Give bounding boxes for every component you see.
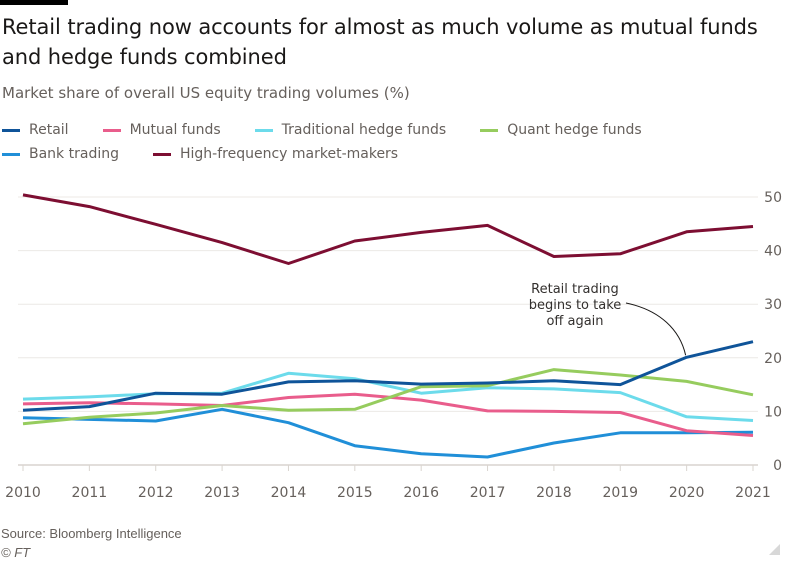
- legend-swatch-quant-hedge-funds: [480, 128, 499, 132]
- annotation-connector: [625, 302, 687, 356]
- legend-swatch-traditional-hedge-funds: [254, 128, 273, 132]
- legend-item-quant-hedge-funds: Quant hedge funds: [480, 122, 642, 138]
- legend-label-high-frequency-market-makers: High-frequency market-makers: [179, 146, 399, 162]
- y-tick-label: 10: [764, 404, 782, 420]
- y-axis: 0 10 20 30 40 50: [764, 190, 782, 474]
- legend-item-bank-trading: Bank trading: [2, 146, 119, 162]
- x-tick-label: 2021: [735, 485, 771, 501]
- resize-handle-icon[interactable]: [769, 544, 780, 555]
- legend-item-traditional-hedge-funds: Traditional hedge funds: [254, 122, 447, 138]
- x-tick-label: 2016: [403, 485, 439, 501]
- series-line-bank-trading: [22, 407, 754, 459]
- legend-label-bank-trading: Bank trading: [29, 146, 119, 162]
- x-tick-label: 2019: [602, 485, 638, 501]
- x-tick-label: 2014: [271, 485, 307, 501]
- x-axis: 2010 2011 2012 2013 2014 2015 2016 2017 2018 2019…: [5, 465, 771, 501]
- chart-subtitle: Market share of overall US equity tradin…: [2, 84, 410, 102]
- legend-label-mutual-funds: Mutual funds: [129, 122, 221, 138]
- y-tick-label: 30: [764, 297, 782, 313]
- y-tick-label: 20: [764, 351, 782, 367]
- y-tick-label: 40: [764, 244, 782, 260]
- x-tick-label: 2012: [138, 485, 174, 501]
- series-line-high-frequency-market-makers: [22, 193, 754, 265]
- brand-bar: [0, 0, 68, 5]
- x-tick-label: 2018: [536, 485, 572, 501]
- x-tick-label: 2015: [337, 485, 373, 501]
- series-line-retail: [22, 340, 754, 412]
- annotation-text: begins to take: [529, 298, 622, 313]
- legend: Retail Mutual funds Traditional hedge fu…: [2, 118, 782, 166]
- legend-swatch-high-frequency-market-makers: [152, 152, 171, 156]
- x-tick-label: 2020: [669, 485, 705, 501]
- chart-title: Retail trading now accounts for almost a…: [2, 15, 758, 69]
- source-note: Source: Bloomberg Intelligence: [1, 526, 182, 541]
- series-line-quant-hedge-funds: [22, 368, 754, 426]
- x-tick-label: 2013: [204, 485, 240, 501]
- legend-label-quant-hedge-funds: Quant hedge funds: [507, 122, 642, 138]
- legend-swatch-retail: [2, 128, 20, 132]
- x-tick-label: 2010: [5, 485, 41, 501]
- legend-swatch-mutual-funds: [102, 128, 121, 132]
- y-tick-label: 50: [764, 190, 782, 206]
- legend-item-high-frequency-market-makers: High-frequency market-makers: [152, 146, 399, 162]
- copyright: © FT: [1, 545, 31, 560]
- legend-row-1: Retail Mutual funds Traditional hedge fu…: [2, 118, 782, 142]
- legend-row-2: Bank trading High-frequency market-maker…: [2, 142, 782, 166]
- annotation-text: Retail trading: [531, 282, 619, 297]
- annotation-text: off again: [546, 314, 603, 329]
- legend-item-mutual-funds: Mutual funds: [102, 122, 221, 138]
- y-tick-label: 0: [773, 458, 782, 474]
- legend-item-retail: Retail: [2, 122, 69, 138]
- legend-label-retail: Retail: [29, 122, 69, 138]
- legend-label-traditional-hedge-funds: Traditional hedge funds: [281, 122, 447, 138]
- legend-swatch-bank-trading: [2, 152, 20, 156]
- series-lines: [22, 193, 754, 459]
- x-tick-label: 2011: [72, 485, 108, 501]
- x-tick-label: 2017: [470, 485, 506, 501]
